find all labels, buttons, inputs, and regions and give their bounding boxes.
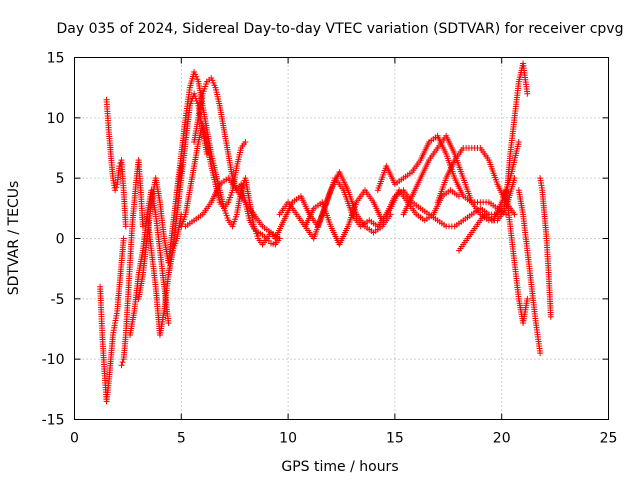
x-tick-label: 5 — [177, 431, 186, 447]
series-track-e — [135, 163, 185, 302]
data-point-marker — [119, 359, 126, 366]
series-track-b — [103, 96, 129, 230]
series-track-v — [537, 175, 554, 320]
y-tick-label: 15 — [47, 51, 65, 67]
series-track-n — [302, 187, 462, 248]
data-point-marker — [120, 235, 127, 242]
data-point-marker — [537, 350, 544, 357]
series-track-u — [515, 187, 544, 357]
series-track-c — [118, 157, 146, 369]
y-axis-label: SDTVAR / TECUs — [6, 181, 22, 296]
series-track-t — [502, 187, 531, 326]
x-tick-label: 20 — [493, 431, 511, 447]
data-point-marker — [112, 187, 119, 194]
series-track-k — [182, 175, 283, 242]
data-point-marker — [547, 313, 554, 320]
y-tick-label: -5 — [51, 292, 65, 308]
x-tick-label: 15 — [386, 431, 404, 447]
series-track-r — [455, 138, 522, 254]
data-point-marker — [113, 184, 120, 191]
y-tick-label: -15 — [42, 413, 65, 429]
data-point-marker — [242, 138, 249, 145]
series-track-s — [502, 60, 531, 206]
data-point-marker — [524, 90, 531, 97]
series-track-m — [276, 169, 394, 242]
y-tick-label: 0 — [56, 232, 65, 248]
series-track-a — [97, 235, 127, 405]
chart-title: Day 035 of 2024, Sidereal Day-to-day VTE… — [57, 21, 624, 37]
x-axis-label: GPS time / hours — [281, 459, 398, 475]
data-point-marker — [122, 223, 129, 230]
data-point-marker — [165, 319, 172, 326]
x-tick-label: 25 — [600, 431, 618, 447]
y-tick-label: 5 — [56, 171, 65, 187]
data-point-marker — [524, 295, 531, 302]
y-tick-label: -10 — [42, 352, 65, 368]
x-tick-label: 10 — [279, 431, 297, 447]
data-point-marker — [118, 362, 125, 369]
data-point-marker — [511, 211, 518, 218]
axis-ticks: 0 5 10 15 20 25 -15 -10 -5 0 5 10 15 — [42, 51, 618, 447]
data-point-marker — [515, 138, 522, 145]
x-tick-label: 0 — [70, 431, 79, 447]
series-track-f — [144, 211, 185, 339]
y-tick-label: 10 — [47, 111, 65, 127]
data-marks — [97, 60, 554, 405]
